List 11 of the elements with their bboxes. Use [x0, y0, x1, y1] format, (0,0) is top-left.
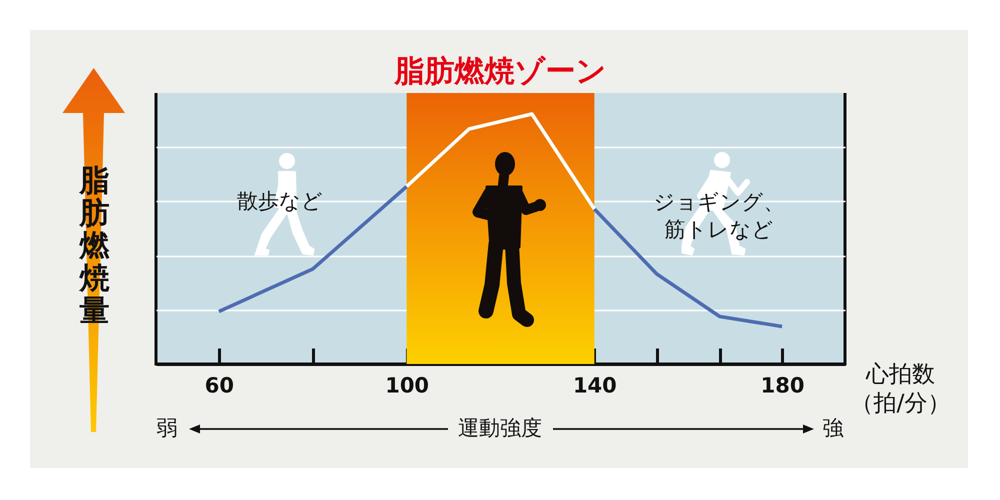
annotation: ジョギング、筋トレなど — [654, 190, 784, 242]
annotation: 散歩など — [237, 189, 323, 213]
x-tick-label: 100 — [385, 374, 430, 398]
text: 運動強度 — [458, 416, 542, 440]
x-tick-label: 140 — [572, 374, 617, 398]
x-tick-label: 60 — [204, 374, 234, 398]
x-tick-label: 180 — [760, 374, 805, 398]
text: 弱 — [156, 416, 178, 440]
text: 強 — [822, 416, 844, 440]
x-axis-title: 心拍数（拍/分） — [850, 362, 950, 416]
band-label: 脂肪燃焼ゾーン — [394, 54, 606, 89]
